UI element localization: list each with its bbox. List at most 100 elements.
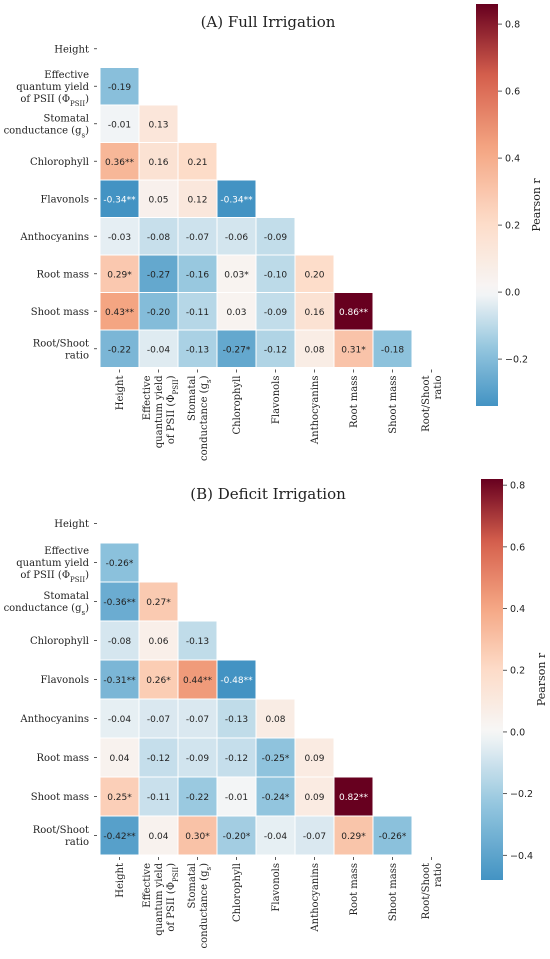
cell-value: -0.13 xyxy=(186,637,209,647)
colorbar-tick-label: 0.4 xyxy=(505,154,520,165)
cell-value: -0.11 xyxy=(186,308,209,318)
label-part: Height xyxy=(115,376,126,411)
cell-value: 0.43** xyxy=(105,308,135,318)
cell-value: -0.22 xyxy=(108,345,131,355)
heatmap-cell xyxy=(99,329,140,368)
label-part: Root/Shoot xyxy=(421,376,432,432)
row-label: ratio xyxy=(65,350,89,361)
cell-value: 0.29* xyxy=(341,832,366,842)
cell-value: -0.19 xyxy=(108,83,132,93)
cell-value: -0.09 xyxy=(264,308,288,318)
colorbar-label: Pearson r xyxy=(530,178,543,232)
cell-value: -0.18 xyxy=(381,345,405,355)
label-part: Shoot mass xyxy=(388,863,399,921)
cell-value: 0.06 xyxy=(148,637,168,647)
label-part: quantum yield xyxy=(154,375,165,448)
heatmap-cell xyxy=(138,776,179,817)
row-label: Effective xyxy=(44,546,89,557)
cell-value: 0.03 xyxy=(226,308,246,318)
cell-value: -0.04 xyxy=(264,832,288,842)
label-part: Anthocyanins xyxy=(310,376,321,446)
colorbar-tick-label: 0.0 xyxy=(505,288,520,299)
colorbar-tick-label: 0.2 xyxy=(510,666,525,677)
label-part: quantum yield xyxy=(154,862,165,935)
cell-value: -0.01 xyxy=(225,793,248,803)
cell-value: -0.16 xyxy=(186,270,210,280)
colorbar-tick-label: −0.4 xyxy=(510,851,533,862)
cell-value: -0.34** xyxy=(220,195,253,205)
cell-value: -0.04 xyxy=(147,345,171,355)
label-part: Shoot mass xyxy=(31,792,89,803)
heatmap-cell xyxy=(177,815,218,856)
cell-value: -0.11 xyxy=(147,793,170,803)
cell-value: 0.20 xyxy=(304,270,324,280)
cell-value: 0.13 xyxy=(148,120,168,130)
label-part: Flavonols xyxy=(40,675,89,686)
label-part: Root/Shoot xyxy=(33,338,89,349)
cell-value: -0.07 xyxy=(186,233,209,243)
column-label: Shoot mass xyxy=(388,376,399,434)
label-part: ) xyxy=(85,94,89,105)
cell-value: -0.12 xyxy=(264,345,287,355)
cell-value: -0.42** xyxy=(103,832,136,842)
label-part: conductance (g xyxy=(199,870,210,949)
column-label: Chlorophyll xyxy=(232,376,243,435)
heatmap-cell xyxy=(216,737,257,778)
cell-value: -0.04 xyxy=(108,715,132,725)
heatmap-cell xyxy=(294,254,335,293)
cell-value: 0.04 xyxy=(109,754,129,764)
heatmap-cell xyxy=(99,659,140,700)
column-label: quantum yield xyxy=(154,862,165,935)
label-part: Chlorophyll xyxy=(30,157,89,168)
cell-value: -0.20 xyxy=(147,308,171,318)
label-part: ) xyxy=(85,570,89,581)
cell-value: -0.26* xyxy=(106,559,134,569)
cell-value: 0.26* xyxy=(146,676,171,686)
heatmap-panel: (B) Deficit Irrigation -0.26* -0.36** 0.27*… xyxy=(4,479,548,948)
heatmap-cell xyxy=(138,179,179,218)
heatmap-cell xyxy=(99,104,140,143)
label-part: Chlorophyll xyxy=(232,863,243,922)
row-label: of PSII (ΦPSII) xyxy=(20,94,89,108)
heatmap-cell xyxy=(216,698,257,739)
cell-value: 0.44** xyxy=(183,676,213,686)
label-part: Stomatal xyxy=(187,863,198,909)
heatmap-cell xyxy=(255,698,296,739)
row-label: Root/Shoot xyxy=(33,338,89,349)
label-part: conductance (g xyxy=(199,382,210,461)
label-part: Shoot mass xyxy=(388,376,399,434)
cell-value: 0.16 xyxy=(148,158,168,168)
label-part: Shoot mass xyxy=(31,307,89,318)
column-label: Anthocyanins xyxy=(310,863,321,933)
cell-value: 0.21 xyxy=(187,158,207,168)
label-part: ) xyxy=(199,863,210,867)
cell-value: 0.04 xyxy=(148,832,168,842)
row-label: Flavonols xyxy=(40,194,89,205)
label-part: Anthocyanins xyxy=(310,863,321,933)
panel-title: (A) Full Irrigation xyxy=(201,13,336,31)
label-part: Root mass xyxy=(37,753,89,764)
label-part: Anthocyanins xyxy=(19,714,89,725)
heatmap-cell xyxy=(138,581,179,622)
label-part: ) xyxy=(85,603,89,614)
colorbar-label: Pearson r xyxy=(535,652,548,706)
cell-value: -0.08 xyxy=(147,233,171,243)
row-label: Shoot mass xyxy=(31,792,89,803)
subscript: s xyxy=(82,609,86,617)
heatmap-cell xyxy=(177,776,218,817)
colorbar-tick-label: 0.0 xyxy=(510,727,525,738)
heatmap-cell xyxy=(216,659,257,700)
label-part: ratio xyxy=(433,376,444,400)
subscript: PSII xyxy=(70,100,85,108)
heatmap-cell xyxy=(372,815,413,856)
label-part: quantum yield xyxy=(16,558,89,569)
row-label: Stomatal xyxy=(43,591,89,602)
heatmap-cell xyxy=(99,292,140,331)
cell-value: -0.27* xyxy=(223,345,251,355)
label-part: Height xyxy=(54,519,89,530)
label-part: ratio xyxy=(65,350,89,361)
heatmap-cell xyxy=(99,542,140,583)
column-label: quantum yield xyxy=(154,375,165,448)
label-part: Root mass xyxy=(349,863,360,915)
label-part: Effective xyxy=(44,546,89,557)
